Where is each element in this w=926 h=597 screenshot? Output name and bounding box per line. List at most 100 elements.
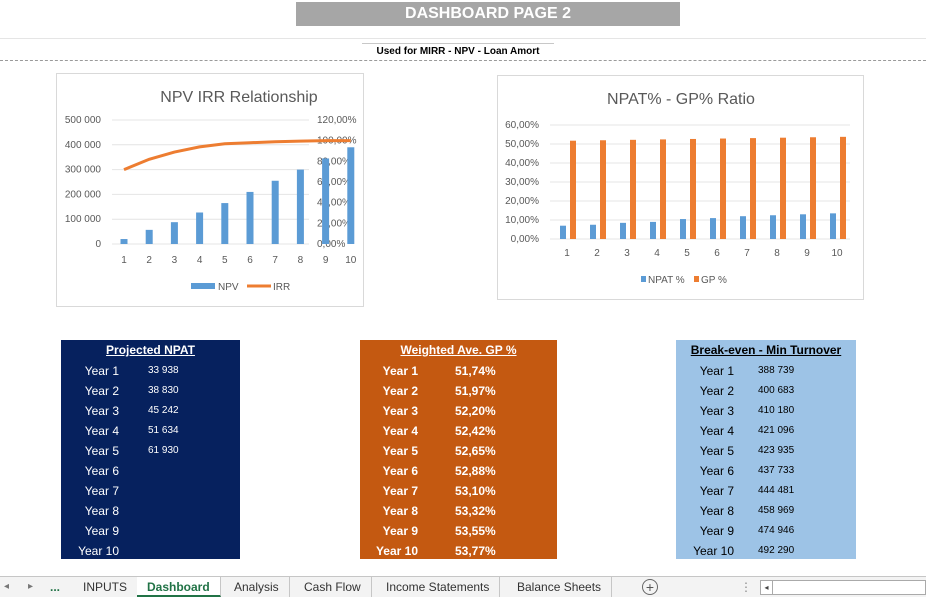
x-tick-label: 5 [684, 248, 690, 259]
left-tick-label: 400 000 [65, 140, 102, 151]
gp-bar [630, 139, 636, 239]
npat-row: Year 3 45 242 [61, 401, 240, 421]
x-tick-label: 4 [654, 248, 660, 259]
y-tick-label: 0,00% [511, 234, 539, 245]
gp-row: Year 3 52,20% [360, 401, 557, 421]
gp-row: Year 6 52,88% [360, 461, 557, 481]
scroll-left-icon[interactable]: ◂ [761, 581, 773, 594]
breakeven-value: 410 180 [758, 405, 795, 416]
gp-year-label: Year 9 [382, 524, 418, 538]
breakeven-year-label: Year 6 [699, 464, 734, 478]
legend-npv-swatch [191, 283, 215, 289]
gp-bar [720, 138, 726, 239]
left-tick-label: 500 000 [65, 115, 102, 126]
npv-bar [246, 191, 254, 244]
right-tick-label: 20,00% [317, 218, 351, 229]
gp-row: Year 4 52,42% [360, 421, 557, 441]
breakeven-value: 421 096 [758, 425, 795, 436]
gp-value: 52,20% [455, 404, 496, 418]
tab-balance-sheets[interactable]: Balance Sheets [507, 577, 613, 597]
breakeven-value: 474 946 [758, 525, 795, 536]
gp-year-label: Year 8 [382, 504, 418, 518]
x-tick-label: 5 [222, 255, 228, 266]
breakeven-year-label: Year 9 [699, 524, 734, 538]
x-tick-label: 1 [564, 248, 570, 259]
breakeven-row: Year 1 388 739 [676, 361, 856, 381]
gp-value: 53,10% [455, 484, 496, 498]
breakeven-year-label: Year 5 [699, 444, 734, 458]
y-tick-label: 10,00% [505, 215, 539, 226]
npat-year-label: Year 8 [84, 504, 119, 518]
more-options-icon[interactable]: ⋮ [740, 580, 752, 594]
right-tick-label: 0,00% [317, 239, 345, 250]
gp-row: Year 5 52,65% [360, 441, 557, 461]
gp-year-label: Year 1 [382, 364, 418, 378]
page-break-line [0, 60, 926, 61]
y-tick-label: 60,00% [505, 120, 539, 131]
left-tick-label: 200 000 [65, 189, 102, 200]
breakeven-row: Year 6 437 733 [676, 461, 856, 481]
next-sheet-icon[interactable]: ▸ [28, 581, 34, 592]
gp-value: 51,97% [455, 384, 496, 398]
gp-value: 52,65% [455, 444, 496, 458]
npat-row: Year 6 [61, 461, 240, 481]
npat-year-label: Year 4 [84, 424, 119, 438]
legend-npv-label: NPV [218, 282, 239, 293]
npat-year-label: Year 3 [84, 404, 119, 418]
npat-year-label: Year 9 [84, 524, 119, 538]
breakeven-value: 492 290 [758, 545, 795, 556]
prev-sheet-icon[interactable]: ◂ [4, 581, 10, 592]
npat-year-label: Year 6 [84, 464, 119, 478]
npat-bar [590, 224, 596, 239]
npat-gp-chart[interactable]: NPAT% - GP% Ratio 0,00% 10,00% 20,00% 30,00%… [497, 75, 864, 300]
npat-row: Year 10 [61, 541, 240, 561]
gp-bar [840, 136, 846, 239]
add-sheet-icon[interactable]: + [642, 579, 658, 595]
tab-dashboard[interactable]: Dashboard [137, 577, 221, 597]
x-tick-label: 6 [247, 255, 253, 266]
breakeven-value: 388 739 [758, 365, 795, 376]
npat-bar [830, 213, 836, 239]
legend-npat-label: NPAT % [648, 275, 685, 286]
npat-bar [650, 221, 656, 239]
y-tick-label: 20,00% [505, 196, 539, 207]
y-tick-label: 50,00% [505, 139, 539, 150]
tab-income-statements[interactable]: Income Statements [376, 577, 501, 597]
horizontal-scrollbar[interactable]: ◂ [760, 580, 926, 595]
dashboard-title: DASHBOARD PAGE 2 [296, 2, 680, 26]
breakeven-value: 400 683 [758, 385, 795, 396]
x-tick-label: 8 [298, 255, 304, 266]
x-tick-label: 8 [774, 248, 780, 259]
gp-bar [600, 140, 606, 239]
y-tick-label: 30,00% [505, 177, 539, 188]
x-tick-label: 3 [172, 255, 178, 266]
npat-row: Year 8 [61, 501, 240, 521]
x-tick-label: 1 [121, 255, 127, 266]
npat-value: 51 634 [148, 425, 179, 436]
left-tick-label: 0 [95, 239, 101, 250]
legend-gp-label: GP % [701, 275, 727, 286]
npat-row: Year 1 33 938 [61, 361, 240, 381]
gp-row: Year 1 51,74% [360, 361, 557, 381]
right-tick-label: 60,00% [317, 177, 351, 188]
tab-inputs[interactable]: INPUTS [73, 577, 139, 597]
x-tick-label: 9 [804, 248, 810, 259]
npat-row: Year 5 61 930 [61, 441, 240, 461]
gp-year-label: Year 3 [382, 404, 418, 418]
tab-cash-flow[interactable]: Cash Flow [294, 577, 372, 597]
gp-year-label: Year 7 [382, 484, 418, 498]
npv-irr-chart[interactable]: NPV IRR Relationship 0 100 000 200 000 300 0… [56, 73, 364, 307]
npv-bar [120, 239, 128, 244]
npat-year-label: Year 5 [84, 444, 119, 458]
more-sheets-ellipsis[interactable]: ... [50, 580, 61, 594]
npat-year-label: Year 7 [84, 484, 119, 498]
npv-bar [271, 180, 279, 244]
breakeven-year-label: Year 3 [699, 404, 734, 418]
legend-irr-label: IRR [273, 282, 290, 293]
gp-row: Year 10 53,77% [360, 541, 557, 561]
breakeven-value: 444 481 [758, 485, 795, 496]
breakeven-year-label: Year 4 [699, 424, 734, 438]
npat-year-label: Year 2 [84, 384, 119, 398]
tab-analysis[interactable]: Analysis [224, 577, 290, 597]
gp-value: 52,88% [455, 464, 496, 478]
